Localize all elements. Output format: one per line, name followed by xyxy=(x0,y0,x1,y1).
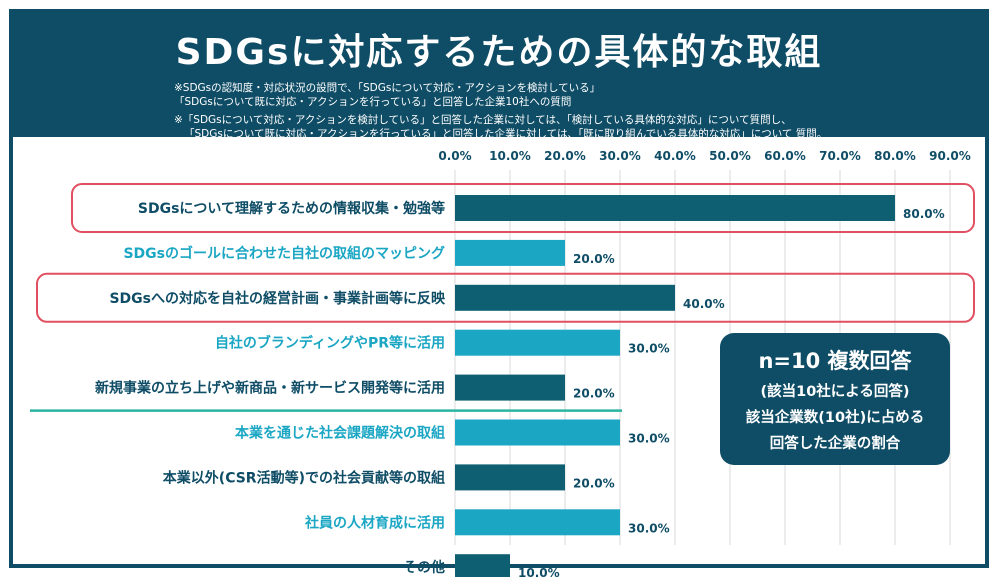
value-label: 20.0% xyxy=(573,476,615,490)
value-label: 30.0% xyxy=(628,342,670,356)
x-tick-label: 20.0% xyxy=(544,149,586,163)
x-tick-label: 40.0% xyxy=(654,149,696,163)
value-label: 30.0% xyxy=(628,432,670,446)
ratio-note-2: 回答した企業の割合 xyxy=(769,436,901,452)
sample-size-label: n=10 複数回答 xyxy=(758,349,912,373)
value-label: 20.0% xyxy=(573,252,615,266)
bar xyxy=(455,329,620,356)
bar xyxy=(455,195,895,221)
category-label: SDGsについて理解するための情報収集・勉強等 xyxy=(138,200,445,217)
value-label: 10.0% xyxy=(518,566,560,577)
bar xyxy=(455,464,565,491)
bar xyxy=(455,509,620,536)
value-label: 30.0% xyxy=(628,521,670,535)
category-label: 自社のブランディングやPR等に活用 xyxy=(215,335,445,352)
chart-title: SDGsに対応するための具体的な取組 xyxy=(175,32,823,73)
survey-note-3: ※「SDGsについて対応・アクションを検討している」と回答した企業に対しては、「… xyxy=(174,114,792,126)
ratio-note-1: 該当企業数(10社)に占める xyxy=(745,410,925,426)
x-tick-label: 60.0% xyxy=(764,149,806,163)
category-label: 本業以外(CSR活動等)での社会貢献等の取組 xyxy=(163,469,445,486)
x-tick-label: 90.0% xyxy=(929,149,971,163)
category-label: 新規事業の立ち上げや新商品・新サービス開発等に活用 xyxy=(95,380,445,397)
x-tick-label: 70.0% xyxy=(819,149,861,163)
bar xyxy=(455,374,565,401)
x-tick-label: 50.0% xyxy=(709,149,751,163)
x-tick-label: 0.0% xyxy=(438,149,471,163)
category-label: SDGsへの対応を自社の経営計画・事業計画等に反映 xyxy=(109,290,446,307)
bar xyxy=(455,419,620,446)
bar xyxy=(455,239,565,266)
bar xyxy=(455,284,675,311)
survey-note-1: ※SDGsの認知度・対応状況の設問で、「SDGsについて対応・アクションを検討し… xyxy=(174,82,601,94)
value-label: 20.0% xyxy=(573,387,615,401)
value-label: 80.0% xyxy=(903,207,945,221)
category-label: 本業を通じた社会課題解決の取組 xyxy=(235,425,445,442)
highlight-outline xyxy=(36,272,975,323)
sample-note: (該当10社による回答) xyxy=(760,384,910,400)
category-label: その他 xyxy=(403,559,445,576)
bar xyxy=(455,554,510,577)
x-tick-label: 80.0% xyxy=(874,149,916,163)
category-label: 社員の人材育成に活用 xyxy=(304,514,445,531)
x-tick-label: 10.0% xyxy=(489,149,531,163)
value-label: 40.0% xyxy=(683,297,725,311)
x-tick-label: 30.0% xyxy=(599,149,641,163)
sample-info-box: n=10 複数回答 (該当10社による回答) 該当企業数(10社)に占める 回答… xyxy=(720,333,950,465)
survey-note-2: 「SDGsについて既に対応・アクションを行っている」と回答した企業10社への質問 xyxy=(174,96,572,108)
highlight-outline xyxy=(71,183,975,233)
category-label: SDGsのゴールに合わせた自社の取組のマッピング xyxy=(123,245,445,262)
